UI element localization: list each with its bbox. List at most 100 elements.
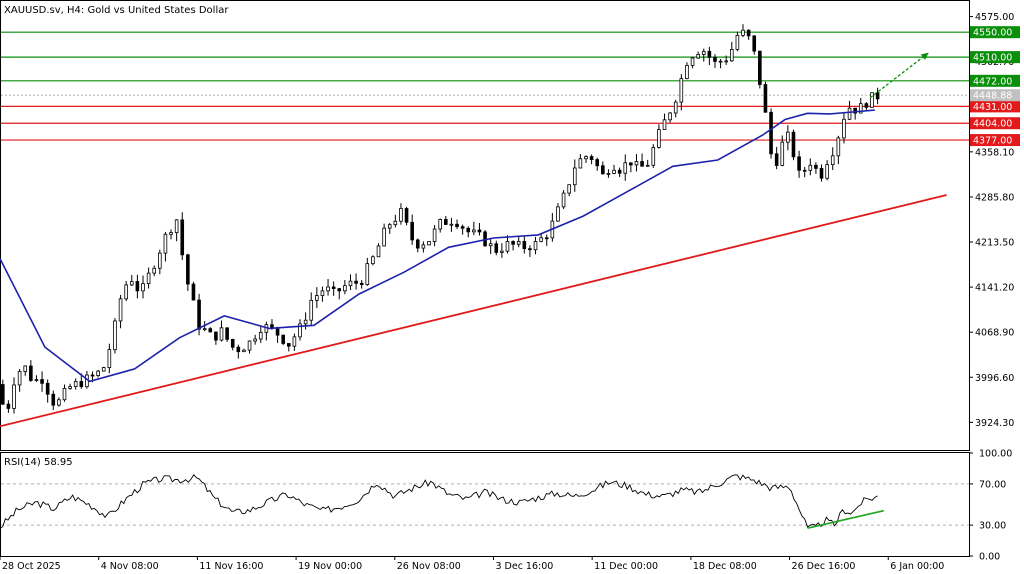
price-tick-label: 4575.00 bbox=[975, 12, 1014, 23]
candle-body bbox=[830, 155, 835, 166]
candle-body bbox=[180, 219, 185, 256]
candle-body bbox=[472, 229, 476, 233]
price-tick-label: 3924.30 bbox=[975, 418, 1014, 429]
candle-body bbox=[645, 164, 650, 167]
candle-body bbox=[444, 219, 448, 225]
candle-body bbox=[214, 331, 218, 341]
x-tick-label: 19 Nov 00:00 bbox=[298, 561, 362, 572]
moving-average-line bbox=[0, 109, 875, 383]
candle-body bbox=[825, 164, 829, 179]
candle-body bbox=[657, 129, 661, 148]
rsi-divergence-line bbox=[807, 509, 884, 529]
candle-body bbox=[589, 156, 594, 160]
price-tick-label: 4285.80 bbox=[975, 192, 1014, 203]
price-tick-label: 4358.10 bbox=[975, 147, 1014, 158]
candle-body bbox=[853, 107, 857, 114]
moving-average bbox=[0, 109, 875, 383]
x-tick-label: 11 Dec 00:00 bbox=[594, 561, 658, 572]
candle-body bbox=[135, 281, 140, 292]
candle-body bbox=[606, 173, 611, 175]
candle-body bbox=[718, 60, 723, 63]
candle-body bbox=[12, 384, 16, 409]
candle-body bbox=[713, 56, 717, 62]
candle-body bbox=[286, 343, 291, 347]
resistance-label: 4472.00 bbox=[973, 76, 1012, 87]
candle-body bbox=[410, 221, 414, 241]
candle-body bbox=[449, 223, 454, 226]
x-tick-label: 6 Jan 00:00 bbox=[890, 561, 944, 572]
candle-body bbox=[174, 219, 179, 233]
candle-body bbox=[634, 161, 639, 166]
candle-body bbox=[685, 64, 689, 79]
candle-body bbox=[146, 272, 151, 285]
candle-body bbox=[438, 219, 442, 230]
candle-body bbox=[354, 280, 358, 284]
candle-body bbox=[679, 78, 684, 103]
support-label-box bbox=[970, 117, 1020, 130]
candle-body bbox=[847, 107, 852, 120]
candle-body bbox=[57, 399, 61, 406]
candle-body bbox=[242, 349, 246, 353]
trendline-layer bbox=[0, 52, 947, 428]
candle-body bbox=[819, 167, 824, 179]
candle-body bbox=[629, 162, 633, 166]
candle-body bbox=[662, 119, 667, 130]
candle-body bbox=[651, 146, 656, 166]
candle-body bbox=[225, 327, 229, 340]
current-price-label-box bbox=[970, 89, 1020, 102]
price-panel-border bbox=[0, 0, 970, 451]
projection-arrow-shaft bbox=[869, 52, 930, 99]
support-trendline bbox=[0, 194, 947, 428]
candle-body bbox=[432, 228, 437, 242]
candle-body bbox=[393, 220, 398, 226]
resistance-label-box bbox=[970, 51, 1020, 64]
price-tick-label: 4068.90 bbox=[975, 328, 1014, 339]
candle-body bbox=[758, 50, 762, 85]
candle-body bbox=[298, 323, 302, 338]
candle-body bbox=[528, 248, 532, 251]
resistance-label: 4550.00 bbox=[973, 28, 1012, 39]
candle-body bbox=[219, 327, 224, 341]
candle-body bbox=[90, 374, 95, 377]
candle-body bbox=[113, 320, 117, 351]
price-axis: 4575.004502.704430.404358.104285.804213.… bbox=[969, 12, 1014, 429]
candle-body bbox=[814, 164, 818, 169]
candle-body bbox=[460, 226, 465, 229]
price-series bbox=[1, 24, 880, 414]
candle-body bbox=[791, 131, 796, 158]
candle-body bbox=[836, 137, 841, 157]
x-tick-label: 3 Dec 16:00 bbox=[495, 561, 553, 572]
rsi-line bbox=[0, 474, 878, 529]
rsi-tick-label: 70.00 bbox=[979, 479, 1006, 490]
candle-body bbox=[359, 282, 364, 285]
candle-body bbox=[415, 239, 420, 249]
candle-body bbox=[40, 379, 44, 384]
chart-title: XAUUSD.sv, H4: Gold vs United States Dol… bbox=[4, 5, 229, 16]
candle-body bbox=[51, 393, 56, 406]
rsi-tick-label: 100.00 bbox=[979, 449, 1012, 460]
projection-arrow-head bbox=[920, 52, 929, 60]
support-label: 4404.00 bbox=[973, 119, 1012, 130]
candle-body bbox=[612, 169, 616, 174]
candle-body bbox=[365, 263, 370, 285]
candle-body bbox=[129, 281, 134, 286]
candle-body bbox=[797, 156, 801, 171]
candle-body bbox=[488, 243, 493, 247]
candle-body bbox=[404, 208, 409, 223]
candle-body bbox=[673, 101, 678, 114]
rsi-title: RSI(14) 58.95 bbox=[4, 457, 73, 468]
candle-body bbox=[124, 284, 128, 300]
candle-body bbox=[387, 224, 392, 229]
rsi-tick-label: 30.00 bbox=[979, 521, 1006, 532]
candle-body bbox=[326, 286, 330, 292]
candle-body bbox=[623, 162, 628, 174]
candle-body bbox=[34, 379, 39, 381]
candle-body bbox=[186, 254, 190, 285]
candle-body bbox=[163, 233, 168, 254]
x-tick-label: 26 Nov 08:00 bbox=[397, 561, 461, 572]
candle-body bbox=[533, 241, 538, 251]
candle-body bbox=[315, 295, 319, 301]
candle-body bbox=[258, 331, 263, 340]
price-tick-label: 3996.60 bbox=[975, 373, 1014, 384]
